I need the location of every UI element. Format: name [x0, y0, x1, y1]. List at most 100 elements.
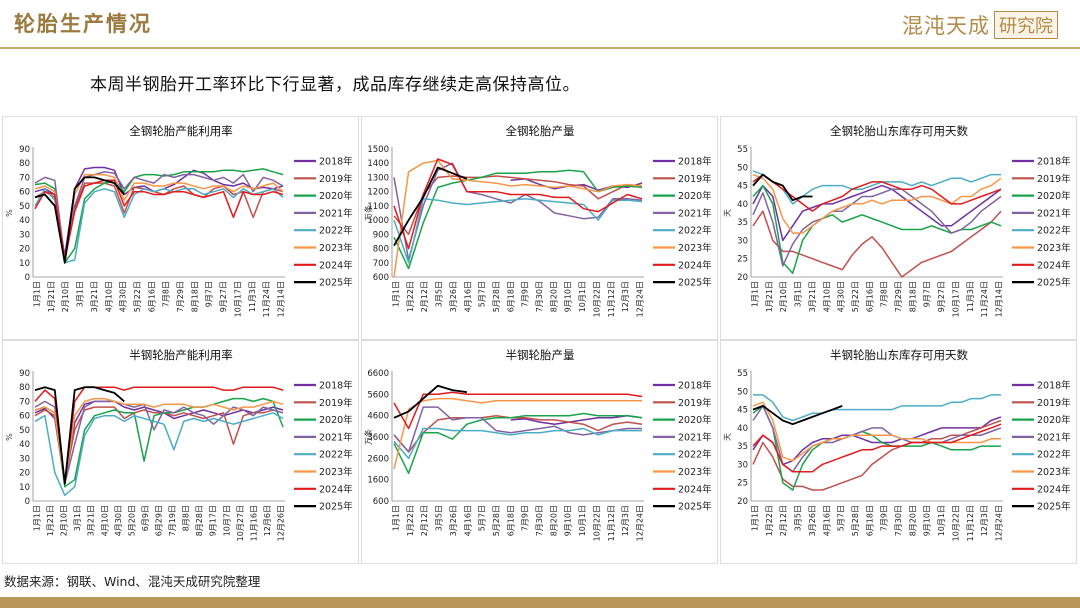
chart-panel-semisteel-utilization: 半钢轮胎产能利用率% 0 10 20 30 40 50 60 70 80 90 1月1日 1月21日 2月…	[2, 340, 359, 564]
legend-label: 2023年	[1037, 242, 1071, 254]
y-tick-label: 50	[737, 163, 748, 173]
x-tick-label: 5月28日	[492, 281, 501, 312]
x-tick-label: 8月8日	[182, 505, 191, 531]
y-axis-label: 天	[723, 209, 732, 217]
y-tick-label: 40	[19, 216, 30, 226]
x-tick-label: 10月17日	[233, 281, 242, 317]
legend-label: 2024年	[319, 259, 353, 271]
data-source-note: 数据来源：钢联、Wind、混沌天成研究院整理	[4, 574, 261, 589]
x-tick-label: 11月12日	[607, 505, 616, 541]
x-tick-label: 5月7日	[478, 281, 487, 307]
series-line-2021年	[34, 400, 284, 485]
y-tick-label: 2600	[367, 454, 389, 464]
y-tick-label: 1300	[367, 173, 389, 183]
legend-label: 2023年	[319, 242, 353, 254]
x-tick-label: 11月12日	[607, 281, 616, 317]
legend-label: 2024年	[678, 483, 712, 495]
x-tick-label: 1月1日	[751, 505, 760, 531]
chart-title: 全钢轮胎山东库存可用天数	[830, 124, 968, 138]
x-tick-label: 6月18日	[506, 505, 515, 536]
series-line-2023年	[752, 173, 1002, 234]
x-tick-label: 12月26日	[277, 505, 286, 541]
x-tick-label: 2月10日	[779, 281, 788, 312]
y-tick-label: 50	[737, 387, 748, 397]
series-line-2020年	[34, 168, 284, 264]
x-tick-label: 1月1日	[33, 281, 42, 307]
x-tick-label: 4月30日	[119, 281, 128, 312]
y-tick-label: 600	[373, 273, 389, 283]
x-tick-label: 2月12日	[420, 281, 429, 312]
x-tick-label: 4月10日	[104, 281, 113, 312]
x-tick-label: 12月24日	[636, 281, 645, 317]
series-line-2023年	[752, 401, 1001, 462]
y-tick-label: 30	[19, 230, 30, 240]
x-tick-label: 7月8日	[162, 281, 171, 307]
x-tick-label: 12月3日	[621, 281, 630, 312]
chart-semisteel-utilization: 半钢轮胎产能利用率% 0 10 20 30 40 50 60 70 80 90 1月1日 1月21日 2月…	[5, 348, 353, 541]
series-line-2022年	[753, 394, 1001, 422]
x-tick-label: 3月21日	[90, 281, 99, 312]
series-line-2018年	[752, 184, 1002, 242]
legend-label: 2019年	[1037, 397, 1071, 409]
legend-label: 2025年	[678, 501, 712, 513]
x-tick-label: 7月30日	[535, 505, 544, 536]
y-tick-label: 45	[737, 406, 748, 416]
series-line-2021年	[393, 406, 642, 453]
legend-label: 2021年	[678, 207, 712, 219]
x-tick-label: 9月10日	[564, 505, 573, 536]
y-tick-label: 55	[737, 145, 748, 155]
y-tick-label: 10	[19, 259, 30, 269]
legend-label: 2021年	[678, 431, 712, 443]
legend-label: 2021年	[319, 431, 353, 443]
chart-panel-allsteel-inventory: 全钢轮胎山东库存可用天数天 20 25 30 35 40 45 50 55 1月1日 1月21日 2月…	[720, 116, 1077, 340]
series-line-2019年	[752, 419, 1002, 491]
y-tick-label: 40	[737, 424, 748, 434]
x-tick-label: 1月21日	[46, 505, 55, 536]
series-line-2019年	[393, 414, 643, 453]
legend-label: 2022年	[319, 449, 353, 461]
legend-label: 2020年	[319, 414, 353, 426]
chart-title: 全钢轮胎产量	[506, 124, 575, 138]
x-tick-label: 3月21日	[87, 505, 96, 536]
y-tick-label: 1500	[367, 145, 389, 155]
legend-label: 2019年	[678, 397, 712, 409]
legend-label: 2025年	[1037, 501, 1071, 513]
x-tick-label: 10月7日	[222, 505, 231, 536]
x-tick-label: 12月24日	[995, 505, 1004, 541]
x-tick-label: 12月14日	[277, 281, 286, 317]
legend-label: 2024年	[678, 259, 712, 271]
x-tick-label: 2月10日	[61, 281, 70, 312]
page-title: 轮胎生产情况	[14, 11, 152, 36]
series-line-2021年	[34, 171, 284, 261]
x-tick-label: 2月12日	[779, 505, 788, 536]
logo: 混沌天成 研究院	[902, 10, 1058, 40]
y-axis-label: 万条	[363, 429, 373, 445]
y-tick-label: 20	[19, 245, 30, 255]
x-tick-label: 9月10日	[564, 281, 573, 312]
x-tick-label: 6月16日	[865, 281, 874, 312]
chart-panel-semisteel-inventory: 半钢轮胎山东库存可用天数天 20 25 30 35 40 45 50 55 1月1日 1月22日 2月…	[720, 340, 1077, 564]
chart-title: 半钢轮胎山东库存可用天数	[830, 348, 968, 362]
x-tick-label: 7月9日	[880, 505, 889, 531]
y-tick-label: 50	[19, 202, 30, 212]
chart-panel-allsteel-output: 全钢轮胎产量 万条 600 700 800 900 1000 1100 1200 1300 1400…	[361, 116, 718, 340]
y-tick-label: 70	[19, 173, 30, 183]
series-line-2019年	[752, 210, 1002, 278]
y-tick-label: 0	[25, 497, 30, 507]
series-line-2019年	[34, 406, 284, 482]
y-axis-label: 天	[723, 433, 732, 441]
x-tick-label: 5月28日	[492, 505, 501, 536]
x-tick-label: 1月22日	[406, 281, 415, 312]
x-tick-label: 11月3日	[966, 281, 975, 312]
x-tick-label: 10月1日	[578, 505, 587, 536]
y-axis-label: %	[5, 209, 14, 217]
series-line-2024年	[752, 423, 1002, 473]
logo-box-text: 研究院	[994, 11, 1058, 39]
legend-label: 2022年	[1037, 225, 1071, 237]
series-line-2024年	[752, 173, 1002, 212]
series-line-2025年	[393, 384, 468, 419]
y-tick-label: 900	[373, 230, 389, 240]
series-line-2024年	[393, 158, 643, 250]
x-tick-label: 8月20日	[908, 505, 917, 536]
